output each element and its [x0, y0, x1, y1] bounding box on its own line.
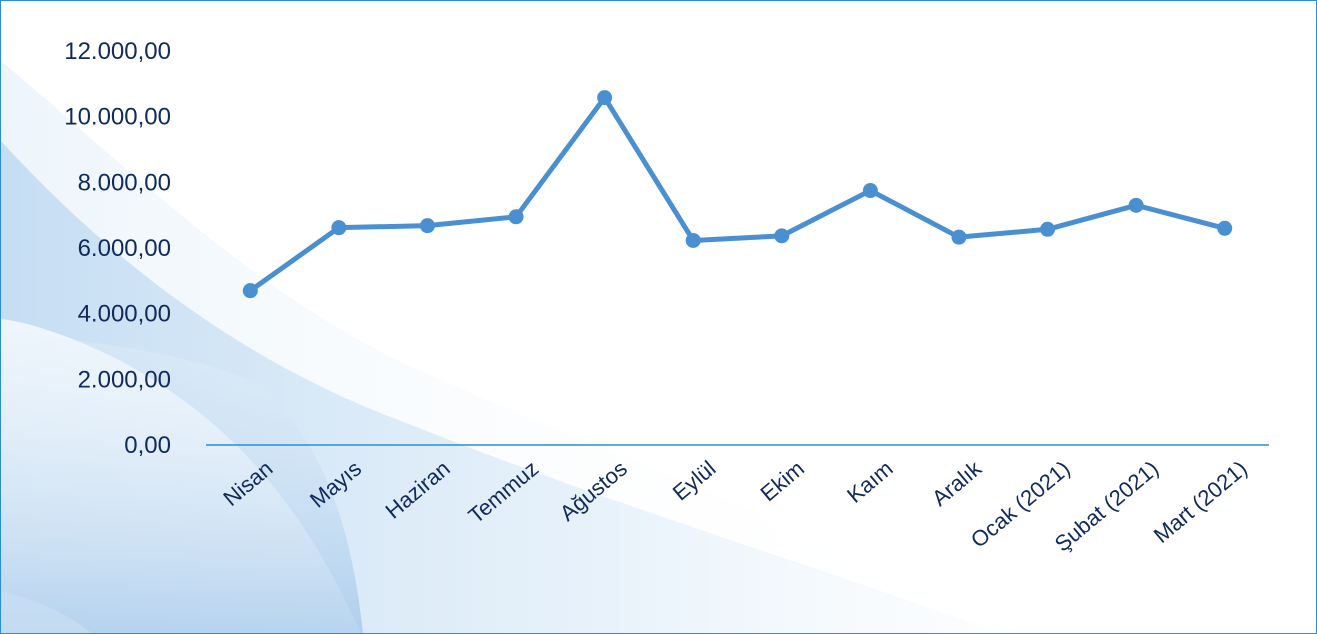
data-point — [1040, 221, 1056, 237]
y-tick-label: 0,00 — [124, 432, 171, 459]
y-tick-label: 2.000,00 — [78, 366, 171, 393]
data-point — [951, 229, 967, 245]
data-point — [685, 232, 701, 248]
y-axis-ticks: 0,00 2.000,00 4.000,00 6.000,00 8.000,00 10.0… — [64, 38, 171, 459]
data-point — [242, 283, 258, 299]
series-line-group — [242, 90, 1233, 299]
x-tick-label: Aralık — [927, 455, 987, 511]
x-tick-label: Mart (2021) — [1149, 456, 1252, 548]
data-point — [1217, 220, 1233, 236]
x-tick-label: Ekim — [755, 456, 809, 507]
y-tick-label: 6.000,00 — [78, 235, 171, 262]
background-decoration — [1, 61, 1001, 633]
data-point — [508, 209, 524, 225]
series-line — [248, 95, 1226, 293]
data-point — [862, 183, 878, 199]
y-tick-label: 12.000,00 — [64, 38, 171, 65]
data-point — [419, 218, 435, 234]
y-tick-label: 4.000,00 — [78, 301, 171, 328]
y-tick-label: 10.000,00 — [64, 104, 171, 131]
data-point — [1128, 197, 1144, 213]
data-point — [597, 90, 613, 106]
x-tick-label: Kaım — [842, 456, 897, 508]
data-point — [331, 220, 347, 236]
y-tick-label: 8.000,00 — [78, 169, 171, 196]
data-point — [774, 228, 790, 244]
